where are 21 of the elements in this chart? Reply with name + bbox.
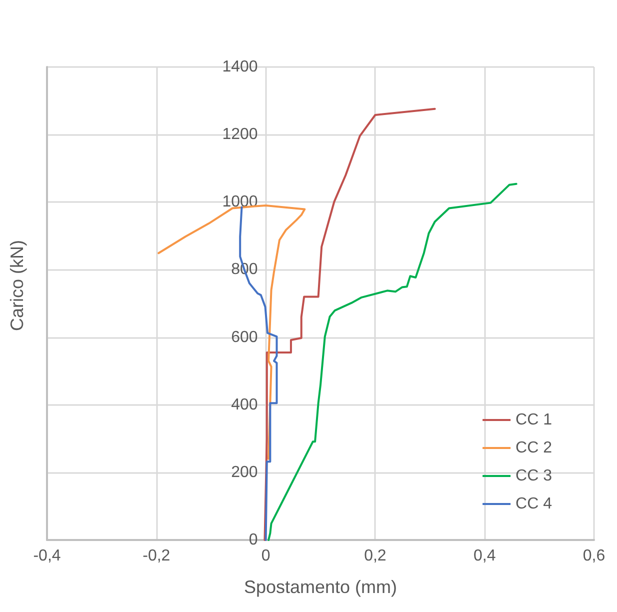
x-tick-label: 0,6	[582, 548, 606, 564]
x-tick-label: -0,4	[33, 548, 61, 564]
y-tick-label: 400	[231, 396, 258, 414]
legend-label: CC 3	[516, 468, 552, 484]
x-tick-label: 0,2	[364, 548, 386, 564]
legend-label: CC 4	[516, 496, 552, 512]
x-tick-label: -0,2	[142, 548, 170, 564]
legend-label: CC 1	[516, 412, 552, 428]
line-series	[264, 108, 436, 541]
x-tick-label: 0,4	[473, 548, 496, 564]
x-tick-label: 0	[261, 548, 270, 564]
y-tick-label: 0	[248, 532, 258, 548]
legend-label: CC 2	[516, 440, 552, 456]
y-tick-label: 1000	[222, 194, 258, 211]
x-axis-title: Spostamento (mm)	[244, 577, 398, 597]
y-tick-label: 600	[231, 328, 258, 346]
y-tick-label: 1400	[222, 58, 258, 76]
y-tick-label: 200	[231, 464, 258, 481]
y-axis-title: Carico (kN)	[7, 240, 27, 331]
line-series	[268, 182, 518, 541]
y-tick-label: 1200	[222, 126, 258, 144]
